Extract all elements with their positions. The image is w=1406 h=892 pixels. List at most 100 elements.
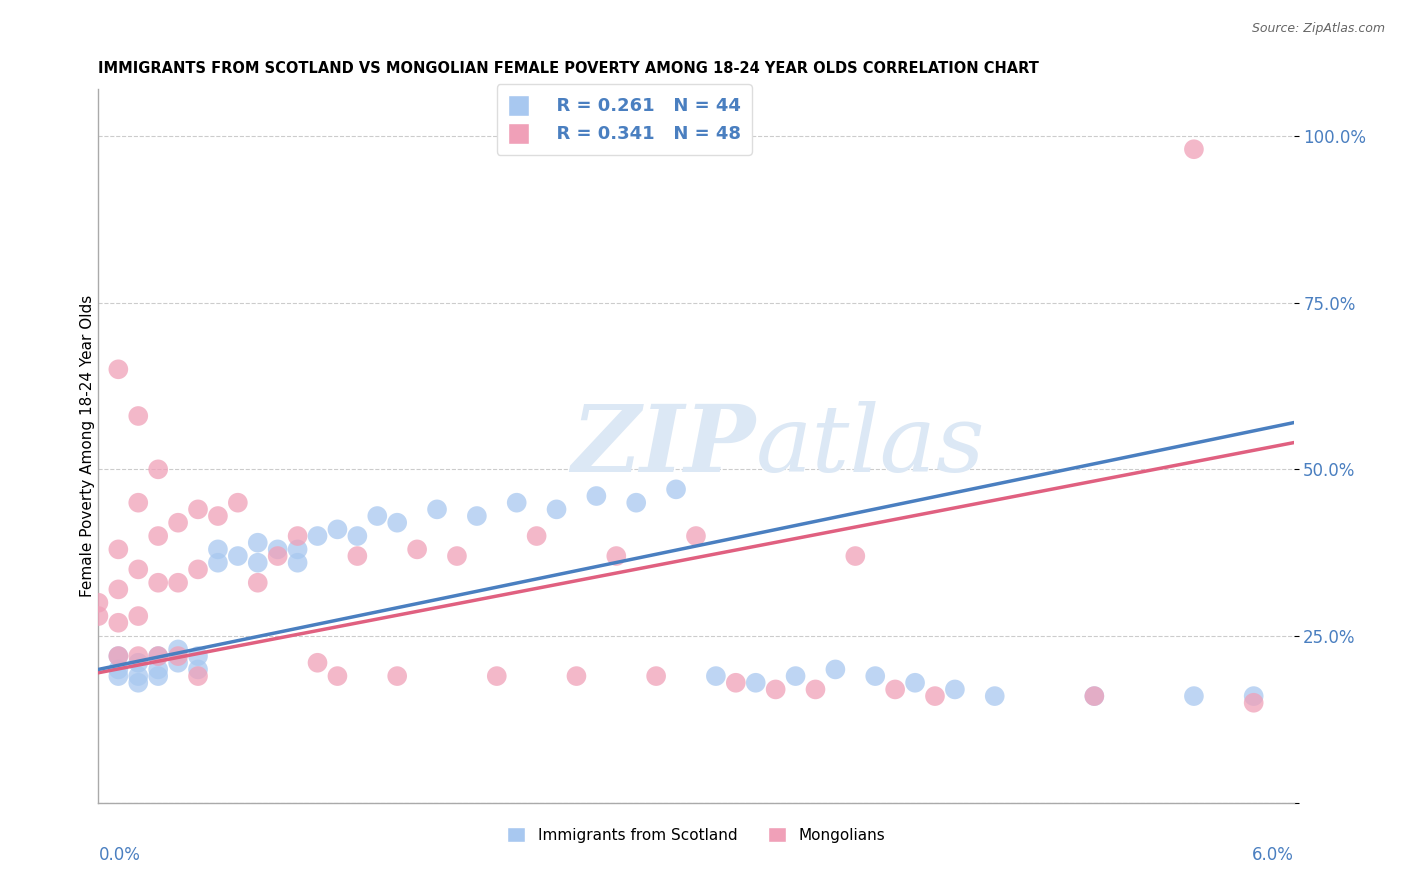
Point bbox=[984, 689, 1007, 703]
Y-axis label: Female Poverty Among 18-24 Year Olds: Female Poverty Among 18-24 Year Olds bbox=[80, 295, 94, 597]
Point bbox=[704, 669, 727, 683]
Point bbox=[844, 549, 866, 563]
Point bbox=[107, 669, 129, 683]
Point bbox=[148, 662, 170, 676]
Point bbox=[884, 682, 907, 697]
Point bbox=[506, 496, 529, 510]
Point bbox=[148, 575, 170, 590]
Point bbox=[765, 682, 787, 697]
Point bbox=[107, 542, 129, 557]
Point bbox=[824, 662, 846, 676]
Point bbox=[226, 496, 249, 510]
Point bbox=[107, 649, 129, 664]
Point bbox=[107, 662, 129, 676]
Point bbox=[346, 529, 368, 543]
Point bbox=[187, 669, 209, 683]
Point bbox=[565, 669, 588, 683]
Point bbox=[366, 509, 388, 524]
Text: 0.0%: 0.0% bbox=[98, 847, 141, 864]
Point bbox=[127, 675, 149, 690]
Point bbox=[385, 516, 409, 530]
Point bbox=[685, 529, 707, 543]
Point bbox=[107, 362, 129, 376]
Point bbox=[148, 669, 170, 683]
Point bbox=[267, 542, 290, 557]
Point bbox=[665, 483, 688, 497]
Text: 6.0%: 6.0% bbox=[1251, 847, 1294, 864]
Point bbox=[924, 689, 946, 703]
Point bbox=[785, 669, 807, 683]
Point bbox=[1083, 689, 1105, 703]
Point bbox=[246, 535, 269, 549]
Point bbox=[148, 462, 170, 476]
Point bbox=[167, 649, 190, 664]
Point bbox=[127, 649, 149, 664]
Point bbox=[87, 596, 110, 610]
Point bbox=[307, 529, 329, 543]
Point bbox=[645, 669, 668, 683]
Point bbox=[127, 669, 149, 683]
Legend: Immigrants from Scotland, Mongolians: Immigrants from Scotland, Mongolians bbox=[501, 821, 891, 848]
Point bbox=[267, 549, 290, 563]
Point bbox=[187, 502, 209, 516]
Point bbox=[526, 529, 548, 543]
Point bbox=[127, 656, 149, 670]
Point bbox=[1243, 696, 1265, 710]
Point bbox=[943, 682, 966, 697]
Point bbox=[546, 502, 568, 516]
Point bbox=[287, 556, 309, 570]
Point bbox=[226, 549, 249, 563]
Point bbox=[187, 649, 209, 664]
Point bbox=[107, 615, 129, 630]
Point bbox=[326, 669, 349, 683]
Point bbox=[87, 609, 110, 624]
Point bbox=[148, 649, 170, 664]
Point bbox=[485, 669, 508, 683]
Point bbox=[187, 562, 209, 576]
Text: ZIP: ZIP bbox=[571, 401, 756, 491]
Point bbox=[426, 502, 449, 516]
Point bbox=[865, 669, 887, 683]
Point bbox=[307, 656, 329, 670]
Point bbox=[745, 675, 768, 690]
Point bbox=[346, 549, 368, 563]
Point bbox=[804, 682, 827, 697]
Point bbox=[148, 649, 170, 664]
Point bbox=[385, 669, 409, 683]
Point bbox=[246, 575, 269, 590]
Point bbox=[167, 516, 190, 530]
Point bbox=[446, 549, 468, 563]
Text: atlas: atlas bbox=[756, 401, 986, 491]
Point bbox=[724, 675, 747, 690]
Point bbox=[1182, 142, 1205, 156]
Point bbox=[107, 582, 129, 597]
Point bbox=[127, 496, 149, 510]
Point bbox=[207, 556, 229, 570]
Point bbox=[127, 409, 149, 423]
Text: IMMIGRANTS FROM SCOTLAND VS MONGOLIAN FEMALE POVERTY AMONG 18-24 YEAR OLDS CORRE: IMMIGRANTS FROM SCOTLAND VS MONGOLIAN FE… bbox=[98, 61, 1039, 76]
Point bbox=[465, 509, 488, 524]
Point bbox=[904, 675, 927, 690]
Point bbox=[127, 562, 149, 576]
Point bbox=[1243, 689, 1265, 703]
Point bbox=[326, 522, 349, 536]
Point bbox=[207, 509, 229, 524]
Point bbox=[1182, 689, 1205, 703]
Point bbox=[167, 642, 190, 657]
Point bbox=[107, 649, 129, 664]
Point bbox=[605, 549, 627, 563]
Point bbox=[148, 529, 170, 543]
Point bbox=[406, 542, 429, 557]
Point bbox=[167, 656, 190, 670]
Point bbox=[127, 609, 149, 624]
Point bbox=[167, 575, 190, 590]
Point bbox=[287, 542, 309, 557]
Point bbox=[246, 556, 269, 570]
Point bbox=[1083, 689, 1105, 703]
Point bbox=[207, 542, 229, 557]
Point bbox=[187, 662, 209, 676]
Point bbox=[585, 489, 607, 503]
Point bbox=[626, 496, 648, 510]
Point bbox=[287, 529, 309, 543]
Text: Source: ZipAtlas.com: Source: ZipAtlas.com bbox=[1251, 22, 1385, 36]
